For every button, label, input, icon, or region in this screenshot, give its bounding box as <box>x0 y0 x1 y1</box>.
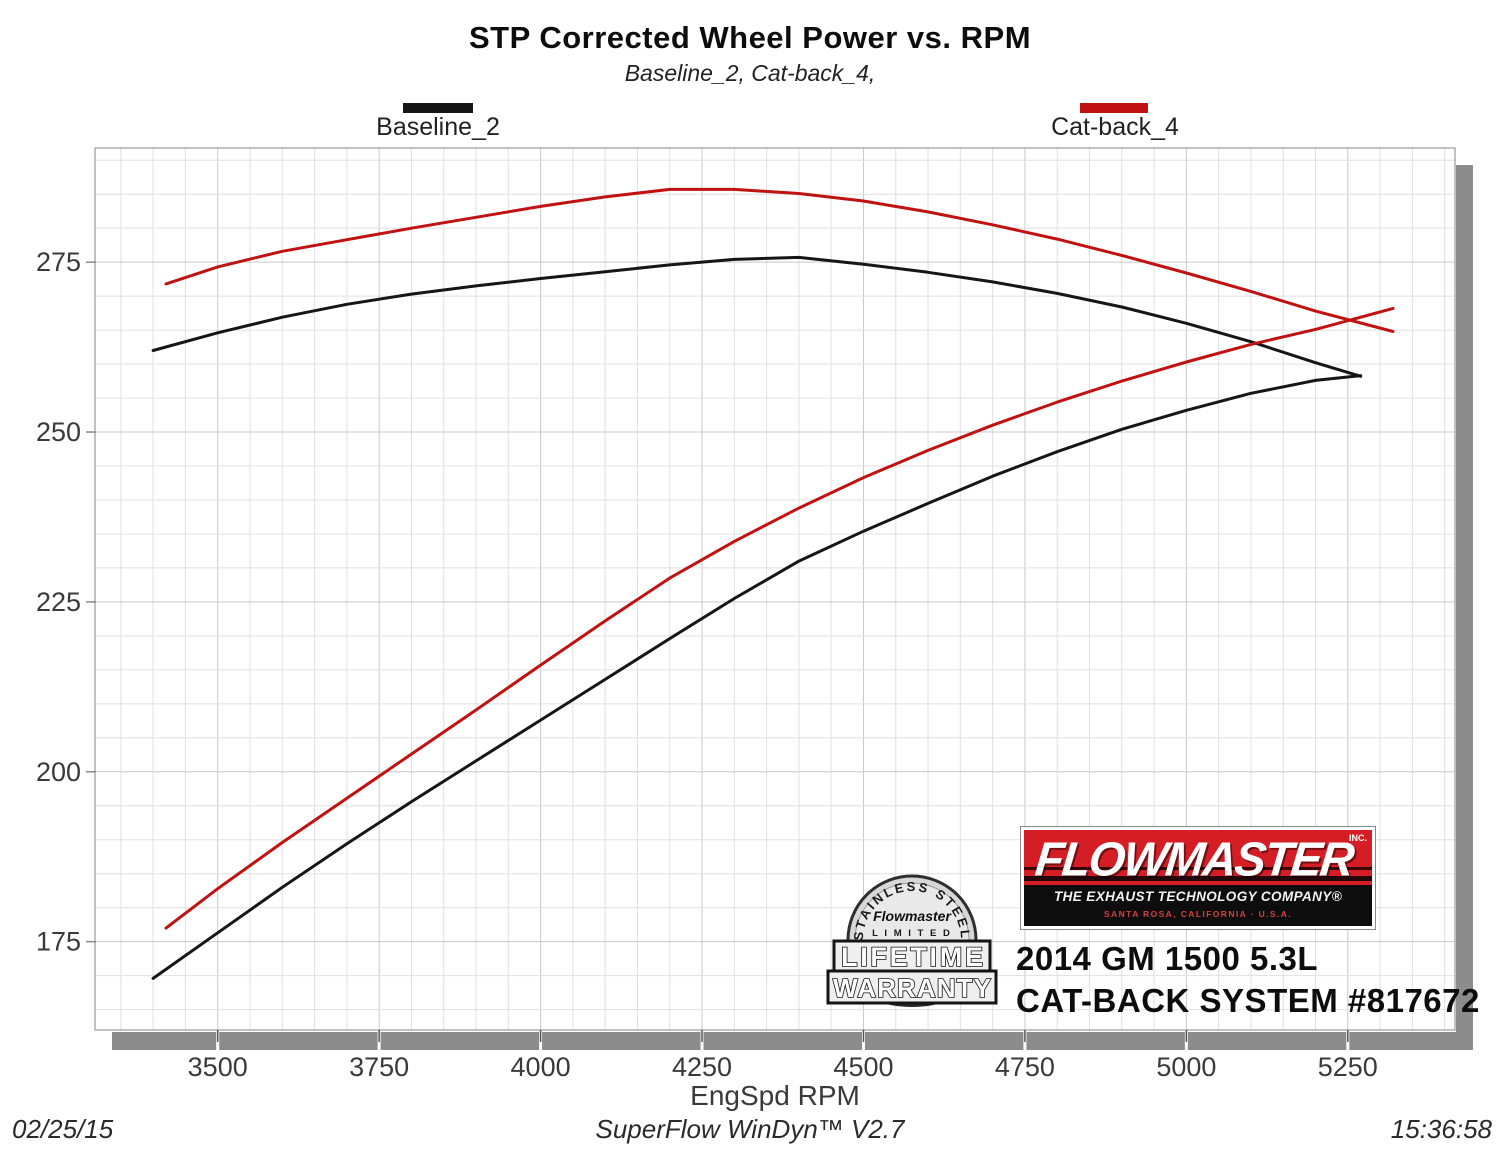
y-tick-label: 175 <box>36 927 81 957</box>
logo-stripe <box>1024 876 1372 881</box>
badge-lifetime-text: LIFETIME <box>841 942 983 972</box>
y-tick-label: 275 <box>36 247 81 277</box>
badge-banner-top <box>832 939 992 973</box>
curve-baseline_2-torque <box>151 255 1363 378</box>
badge-banner-bottom <box>826 969 998 1005</box>
plot-shadow-right <box>1456 165 1473 1050</box>
y-tick-label: 200 <box>36 757 81 787</box>
x-tick-label: 5250 <box>1318 1052 1378 1082</box>
logo-stripe <box>1024 867 1372 870</box>
plot-shadow-bottom <box>112 1032 1472 1050</box>
x-tick-label: 4000 <box>511 1052 571 1082</box>
curve-cat-back_4-power <box>164 306 1395 930</box>
footer-date: 02/25/15 <box>12 1114 114 1144</box>
vehicle-model-text: 2014 GM 1500 5.3L <box>1016 940 1319 977</box>
legend-swatch-catback <box>1080 103 1148 113</box>
x-tick-label: 4500 <box>833 1052 893 1082</box>
catback-system-text: CAT-BACK SYSTEM #817672 <box>1016 982 1480 1019</box>
badge-warranty-text: WARRANTY <box>833 973 991 1003</box>
x-tick-label: 5000 <box>1156 1052 1216 1082</box>
badge-limited-text: L I M I T E D <box>872 928 952 939</box>
flowmaster-logo: FLOWMASTER INC. THE EXHAUST TECHNOLOGY C… <box>1020 826 1376 930</box>
legend-swatch-baseline <box>403 103 473 113</box>
logo-location: SANTA ROSA, CALIFORNIA · U.S.A. <box>1103 909 1293 919</box>
y-tick-label: 225 <box>36 587 81 617</box>
logo-inc-text: INC. <box>1349 833 1367 843</box>
chart-title: STP Corrected Wheel Power vs. RPM <box>468 20 1032 55</box>
legend-label-baseline: Baseline_2 <box>376 113 500 141</box>
x-tick-label: 3750 <box>349 1052 409 1082</box>
curve-baseline_2-power <box>151 374 1363 980</box>
chart-subtitle: Baseline_2, Cat-back_4, <box>624 60 876 86</box>
plot-border <box>94 147 1456 1031</box>
x-tick-label: 3500 <box>188 1052 248 1082</box>
y-tick-label: 250 <box>36 417 81 447</box>
x-axis-title: EngSpd RPM <box>690 1080 860 1111</box>
footer-software: SuperFlow WinDyn™ V2.7 <box>595 1114 905 1144</box>
x-tick-label: 4750 <box>995 1052 1055 1082</box>
x-tick-label: 4250 <box>672 1052 732 1082</box>
lifetime-warranty-badge: STAINLESS STEEL Flowmaster L I M I T E D… <box>826 874 998 1007</box>
flowmaster-logo-background: FLOWMASTER INC. THE EXHAUST TECHNOLOGY C… <box>1024 830 1372 926</box>
legend-label-catback: Cat-back_4 <box>1051 113 1179 141</box>
badge-brand-script: Flowmaster <box>873 908 952 924</box>
logo-tagline: THE EXHAUST TECHNOLOGY COMPANY® <box>1053 889 1343 904</box>
flowmaster-wordmark: FLOWMASTER <box>1032 831 1356 886</box>
curve-cat-back_4-torque <box>164 187 1395 333</box>
footer-time: 15:36:58 <box>1390 1114 1492 1144</box>
